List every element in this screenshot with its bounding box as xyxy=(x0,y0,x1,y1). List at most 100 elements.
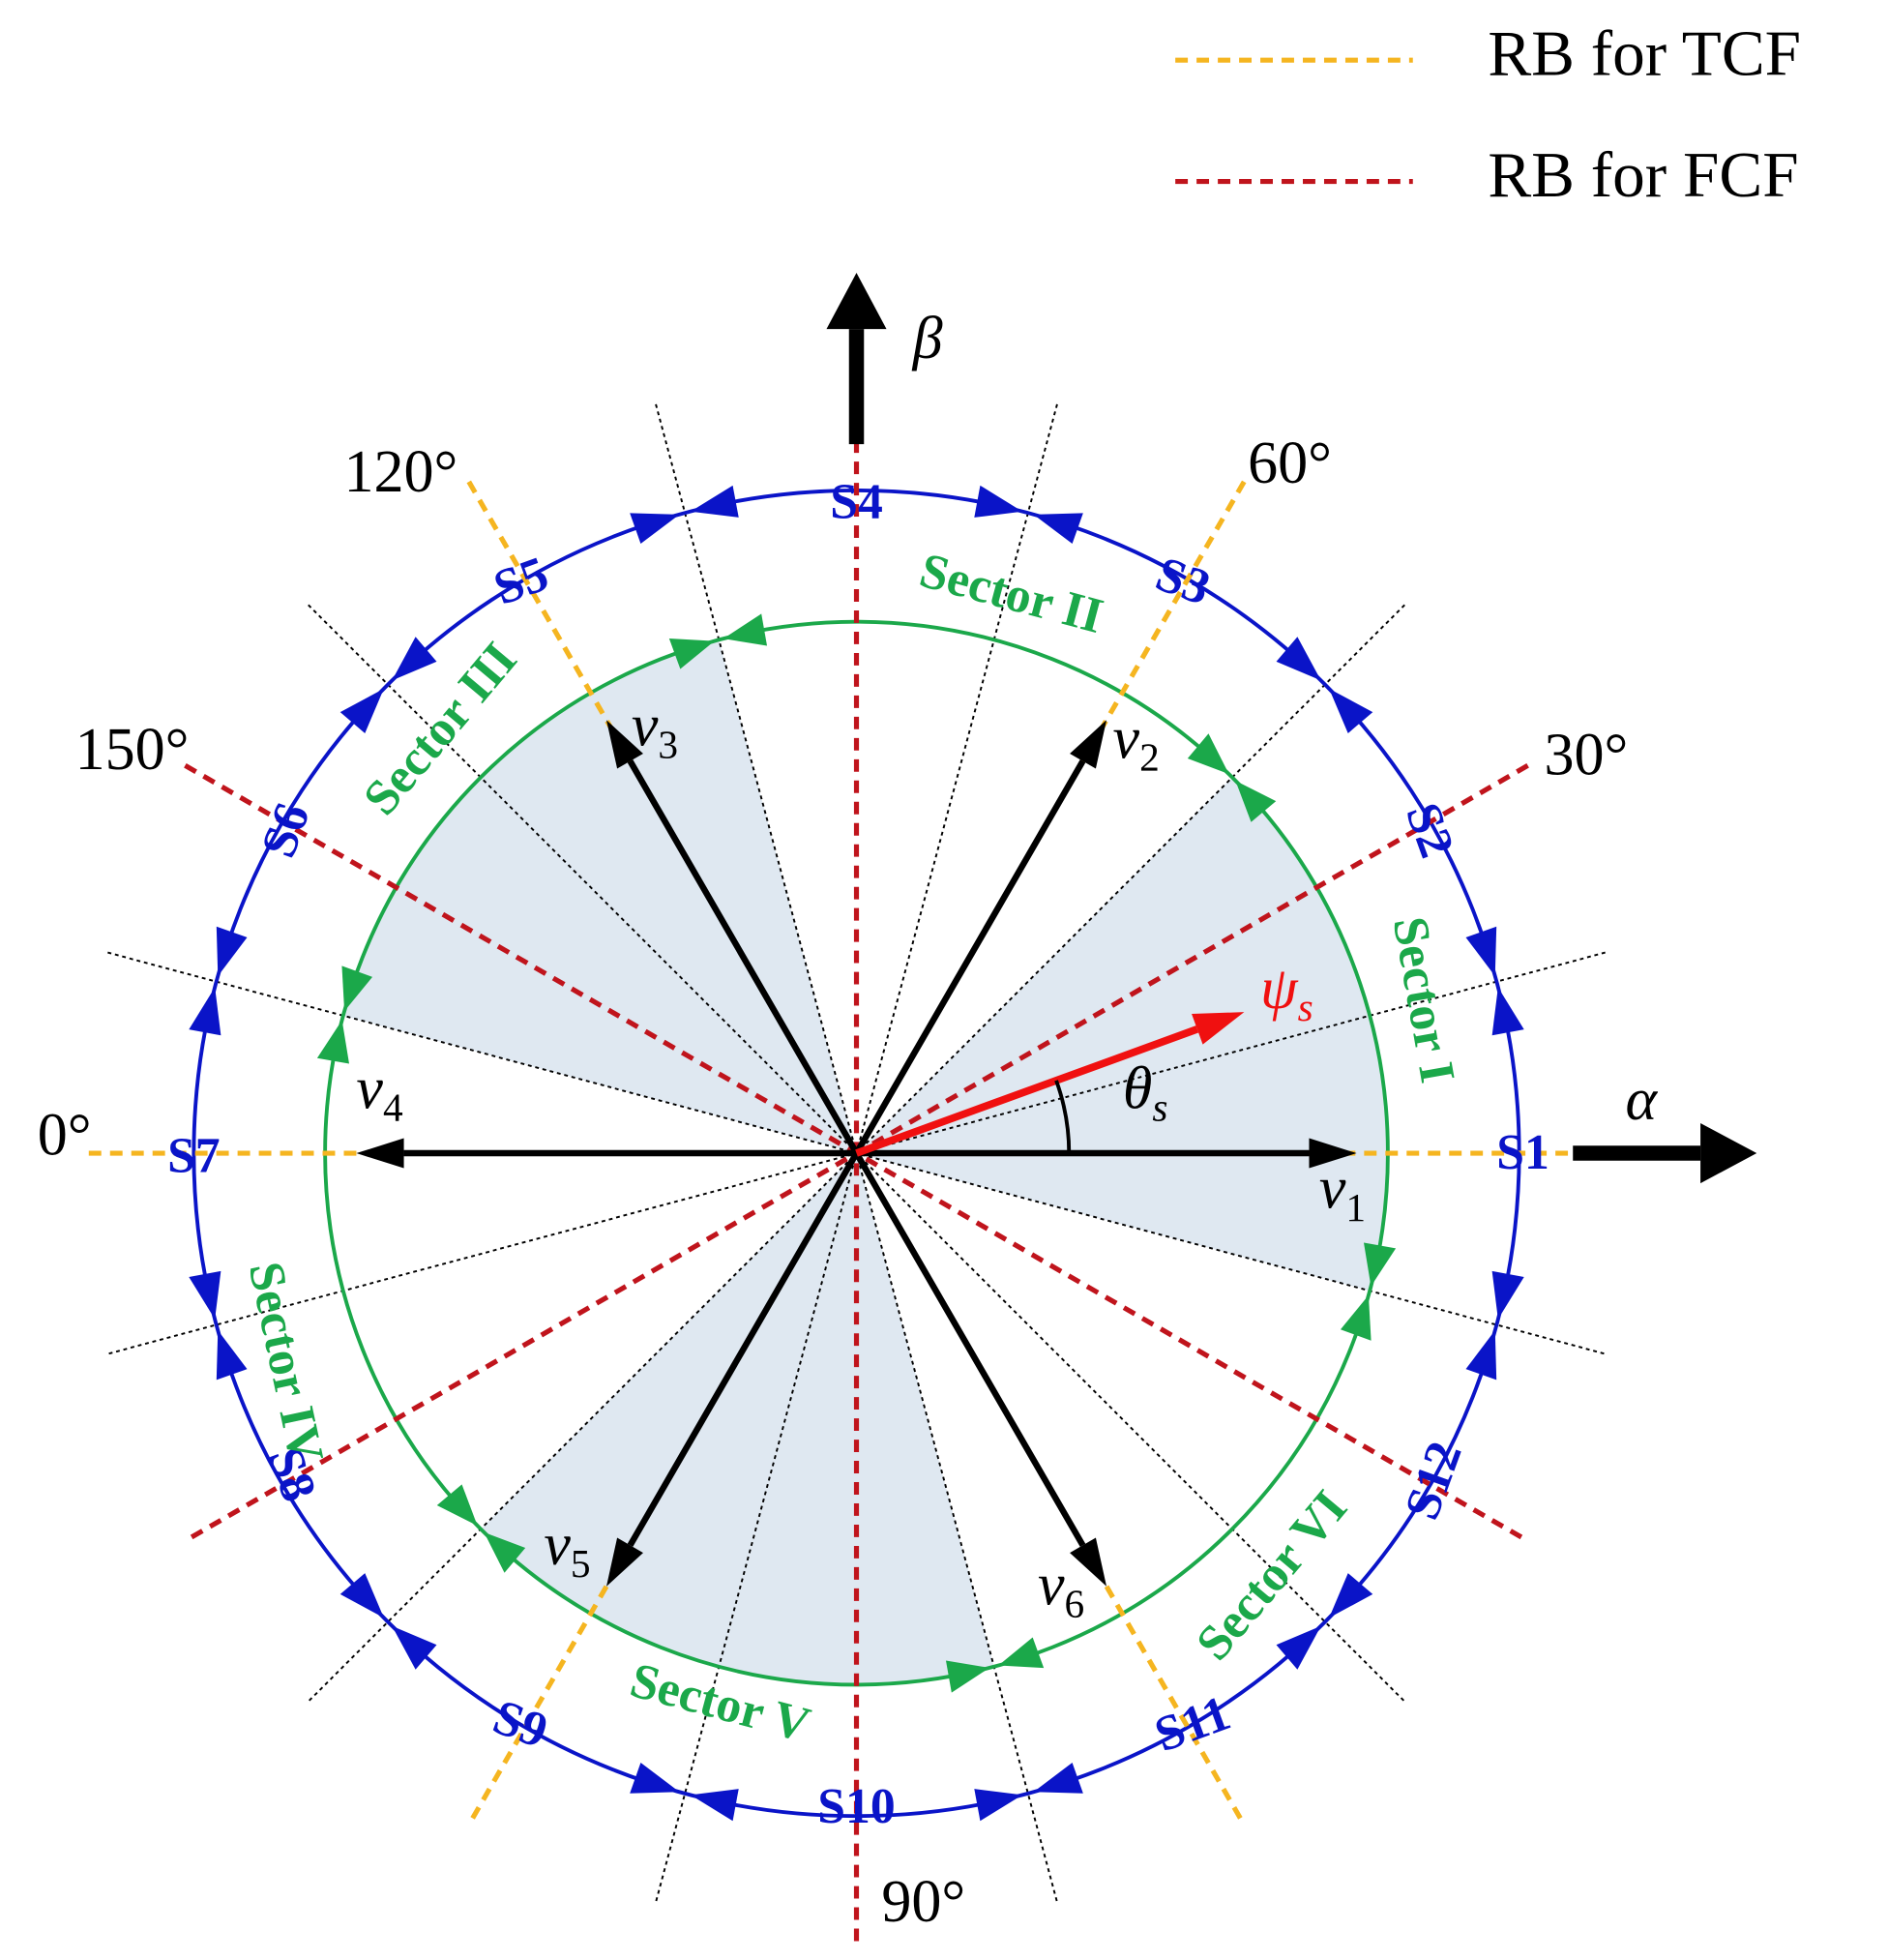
segment-label: S11 xyxy=(1148,1685,1237,1763)
arrowhead xyxy=(1033,1763,1083,1794)
vector-label-subscript: 5 xyxy=(571,1542,591,1587)
vector-label-subscript: 4 xyxy=(383,1085,403,1130)
flux-label-symbol: ψ xyxy=(1260,956,1299,1022)
vector-label: v5 xyxy=(544,1512,590,1586)
vector-label: v2 xyxy=(1113,706,1160,780)
flux-vector-head xyxy=(1192,1012,1245,1045)
arrowhead xyxy=(630,1763,680,1794)
vector-label: v3 xyxy=(632,694,678,767)
alpha-axis-head xyxy=(1700,1123,1757,1184)
arrowhead xyxy=(1364,1242,1397,1287)
arrowhead xyxy=(189,987,221,1036)
voltage-vector xyxy=(627,759,860,1155)
shaded-sector xyxy=(856,777,1388,1292)
segment-label: S7 xyxy=(167,1129,221,1184)
arrowhead xyxy=(1491,987,1524,1036)
arrowhead xyxy=(339,688,384,733)
arrowhead xyxy=(189,1270,221,1320)
vector-label-symbol: v xyxy=(1113,706,1140,772)
voltage-vector-head xyxy=(1070,720,1107,769)
angle-label: 120° xyxy=(343,439,457,505)
segment-label: S12 xyxy=(1395,1435,1473,1527)
arrowhead xyxy=(723,613,768,646)
arrowhead xyxy=(1329,688,1373,733)
arrowhead xyxy=(341,965,373,1012)
voltage-vector-head xyxy=(1070,1537,1107,1587)
angle-arc xyxy=(1054,1080,1072,1154)
angle-label: 60° xyxy=(1248,431,1332,496)
angle-label-theta: θs xyxy=(1123,1056,1168,1130)
arrowhead xyxy=(1491,1270,1524,1320)
segment-label: S1 xyxy=(1496,1125,1549,1180)
axis-label: β xyxy=(912,306,943,371)
flux-label-subscript: s xyxy=(1298,985,1313,1029)
angle-label-theta-subscript: s xyxy=(1152,1085,1167,1130)
arrowhead xyxy=(974,1789,1023,1822)
angle-label: 150° xyxy=(75,717,190,783)
vector-label-subscript: 2 xyxy=(1139,735,1160,780)
sector-label: Sector I xyxy=(1382,913,1465,1087)
arrowhead xyxy=(216,926,248,976)
vector-label-subscript: 1 xyxy=(1345,1185,1366,1230)
angle-label-theta-symbol: θ xyxy=(1123,1056,1152,1122)
arrowhead xyxy=(1033,513,1083,545)
voltage-vector xyxy=(853,1151,1086,1547)
voltage-vector-head xyxy=(605,1537,643,1587)
shaded-sector xyxy=(481,1153,994,1685)
arrowhead xyxy=(1276,1625,1321,1670)
arrowhead xyxy=(436,1484,478,1527)
beta-axis-head xyxy=(826,272,887,330)
segment-label: S3 xyxy=(1149,547,1218,616)
arrowhead xyxy=(1276,637,1321,681)
arrowhead xyxy=(1340,1294,1372,1341)
voltage-vector-head xyxy=(1309,1138,1357,1169)
arrowhead xyxy=(690,485,739,518)
voltage-vector-head xyxy=(356,1138,404,1169)
angle-label: 30° xyxy=(1545,722,1629,787)
angle-label: 90° xyxy=(881,1869,965,1935)
vector-label: v1 xyxy=(1319,1156,1366,1230)
vector-label-symbol: v xyxy=(544,1512,571,1578)
arrowhead xyxy=(1187,733,1229,775)
voltage-vector xyxy=(627,1151,860,1547)
segment-label: S2 xyxy=(1395,796,1464,865)
voltage-vector xyxy=(853,759,1086,1155)
legend-label: RB for FCF xyxy=(1488,138,1798,211)
vector-label-symbol: v xyxy=(632,694,659,759)
flux-label: ψs xyxy=(1260,956,1313,1029)
arrowhead xyxy=(974,485,1023,518)
vector-label: v6 xyxy=(1038,1553,1084,1626)
arrowhead xyxy=(1465,926,1497,976)
axis-label: α xyxy=(1626,1067,1659,1133)
vector-label-symbol: v xyxy=(1038,1553,1065,1618)
arrowhead xyxy=(316,1020,350,1064)
vector-label-subscript: 3 xyxy=(658,723,678,767)
arrowhead xyxy=(630,513,680,545)
segment-label: S5 xyxy=(487,547,555,616)
angle-label: 0° xyxy=(38,1102,92,1168)
arrowhead xyxy=(690,1789,739,1822)
arrowhead xyxy=(1235,780,1277,822)
legend-label: RB for TCF xyxy=(1488,17,1801,90)
voltage-vector-head xyxy=(605,720,643,769)
arrowhead xyxy=(1465,1330,1497,1381)
segment-label: S10 xyxy=(817,1779,895,1834)
arrowhead xyxy=(216,1330,248,1381)
arrowhead xyxy=(392,1625,437,1670)
segment-label: S9 xyxy=(487,1689,555,1759)
vector-label-symbol: v xyxy=(356,1056,383,1122)
segment-label: S4 xyxy=(830,475,883,530)
arrowhead xyxy=(1329,1573,1373,1618)
vector-label-subscript: 6 xyxy=(1065,1582,1085,1626)
arrowhead xyxy=(392,637,437,681)
arrowhead xyxy=(339,1573,384,1618)
vector-label: v4 xyxy=(356,1056,403,1130)
arrowhead xyxy=(668,638,715,669)
arrowhead xyxy=(998,1637,1045,1669)
flux-vector xyxy=(855,1025,1199,1157)
sector-label: Sector IV xyxy=(238,1258,334,1468)
segment-label: S6 xyxy=(251,796,320,865)
arrowhead xyxy=(484,1531,526,1573)
arrowhead xyxy=(945,1660,990,1693)
